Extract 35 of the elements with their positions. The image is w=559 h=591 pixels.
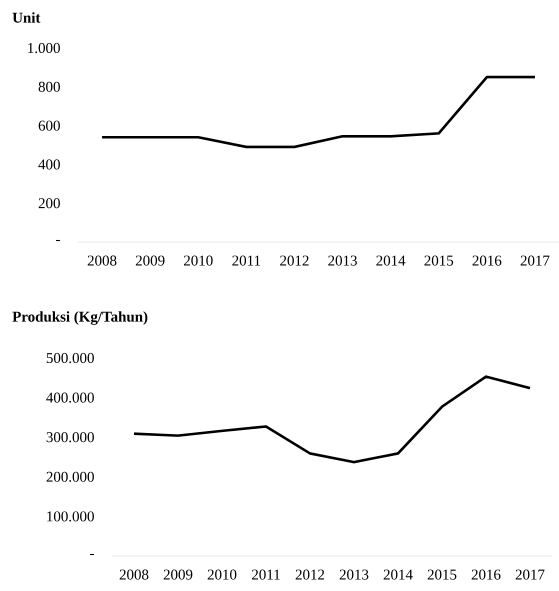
y-tick-label: 300.000 xyxy=(46,432,94,442)
y-tick-label: 1.000 xyxy=(28,42,60,54)
y-tick-label: 500.000 xyxy=(46,352,94,364)
y-axis-title: Produksi (Kg/Tahun) xyxy=(12,311,148,325)
y-tick-label: 600 xyxy=(38,120,60,131)
x-tick-label: 2017 xyxy=(516,570,545,580)
x-tick-label: 2011 xyxy=(252,570,280,580)
line-series xyxy=(132,375,532,464)
x-tick-label: 2017 xyxy=(520,256,550,266)
x-tick-label: 2012 xyxy=(280,256,309,266)
y-tick-label: 200 xyxy=(38,198,60,208)
x-tick-label: 2013 xyxy=(340,570,368,580)
y-tick-label: 200.000 xyxy=(46,472,94,482)
x-tick-label: 2011 xyxy=(232,256,260,266)
y-tick-label: - xyxy=(90,554,94,556)
y-tick-label: 800 xyxy=(38,82,60,92)
y-tick-label: - xyxy=(56,240,60,242)
x-tick-label: 2012 xyxy=(296,570,324,580)
x-tick-label: 2010 xyxy=(208,570,236,580)
x-tick-label: 2009 xyxy=(164,570,192,580)
x-tick-label: 2010 xyxy=(184,256,213,266)
x-tick-label: 2016 xyxy=(472,256,502,266)
x-tick-label: 2015 xyxy=(424,256,454,266)
x-tick-label: 2015 xyxy=(428,570,456,580)
x-tick-label: 2014 xyxy=(384,570,413,580)
y-tick-label: 400.000 xyxy=(46,392,94,403)
x-tick-label: 2008 xyxy=(88,256,116,266)
x-tick-label: 2016 xyxy=(472,570,501,580)
x-tick-label: 2013 xyxy=(328,256,357,266)
x-tick-label: 2014 xyxy=(376,256,406,266)
x-tick-label: 2009 xyxy=(136,256,164,266)
y-tick-label: 400 xyxy=(38,159,60,170)
x-tick-label: 2008 xyxy=(120,570,148,580)
y-tick-label: 100.000 xyxy=(47,511,94,522)
y-axis-title: Unit xyxy=(12,12,40,23)
